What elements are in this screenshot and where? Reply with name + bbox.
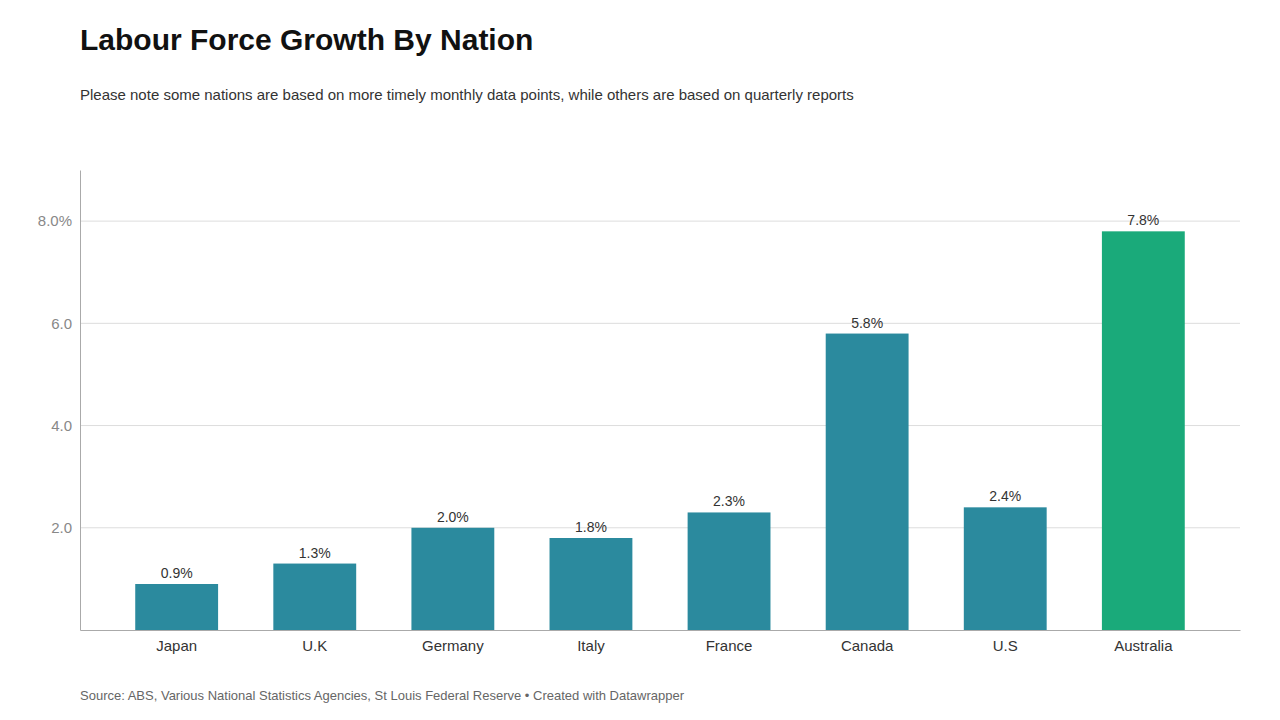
y-tick: 6.0	[51, 315, 80, 332]
y-tick: 4.0	[51, 417, 80, 434]
bar	[550, 538, 633, 630]
x-tick: U.S	[993, 630, 1018, 654]
data-label: 0.9%	[161, 565, 193, 581]
x-tick: U.K	[302, 630, 327, 654]
grid-line	[80, 425, 1240, 426]
grid-line	[80, 221, 1240, 222]
data-label: 2.3%	[713, 493, 745, 509]
plot: 2.0 4.0 6.0 8.0% Japan U.K Germany Italy France C…	[38, 171, 1241, 654]
y-tick-label: 6.0	[51, 315, 72, 332]
bar	[688, 512, 771, 630]
data-label: 1.3%	[299, 545, 331, 561]
x-tick-label: Japan	[156, 637, 197, 654]
x-tick: Australia	[1114, 630, 1173, 654]
bar	[273, 564, 356, 630]
bar	[411, 528, 494, 630]
x-tick: France	[706, 630, 753, 654]
chart: Labour Force Growth By Nation Please note…	[0, 0, 1280, 720]
bar	[826, 334, 909, 630]
x-axis: Japan U.K Germany Italy France Canada U.S Austr…	[81, 630, 1241, 654]
source: Source: ABS, Various National Statistics…	[80, 688, 685, 703]
data-label: 7.8%	[1127, 212, 1159, 228]
x-tick-label: France	[706, 637, 753, 654]
subtitle: Please note some nations are based on mo…	[80, 86, 854, 103]
x-axis-line	[81, 630, 1241, 631]
data-label: 1.8%	[575, 519, 607, 535]
y-axis: 2.0 4.0 6.0 8.0%	[38, 171, 81, 631]
x-tick-label: Italy	[577, 637, 605, 654]
x-tick: Germany	[422, 630, 484, 654]
data-label: 2.4%	[989, 488, 1021, 504]
y-tick: 2.0	[51, 519, 80, 536]
y-tick-label: 2.0	[51, 519, 72, 536]
x-tick-label: Australia	[1114, 637, 1173, 654]
grid-line	[80, 527, 1240, 528]
y-tick-label: 4.0	[51, 417, 72, 434]
bar	[1102, 231, 1185, 630]
bars	[135, 231, 1185, 630]
grid	[80, 221, 1240, 528]
title: Labour Force Growth By Nation	[80, 23, 533, 56]
x-tick-label: U.S	[993, 637, 1018, 654]
x-tick: Italy	[577, 630, 605, 654]
data-label: 2.0%	[437, 509, 469, 525]
data-label: 5.8%	[851, 315, 883, 331]
bar	[964, 507, 1047, 630]
y-tick: 8.0%	[38, 212, 80, 229]
x-tick-label: U.K	[302, 637, 327, 654]
x-tick-label: Canada	[841, 637, 894, 654]
bar	[135, 584, 218, 630]
grid-line	[80, 323, 1240, 324]
data-labels: 0.9% 1.3% 2.0% 1.8% 2.3% 5.8% 2.4% 7.8%	[161, 212, 1160, 581]
y-tick-label: 8.0%	[38, 212, 72, 229]
x-tick: Japan	[156, 630, 197, 654]
y-axis-line	[80, 171, 81, 631]
x-tick-label: Germany	[422, 637, 484, 654]
x-tick: Canada	[841, 630, 894, 654]
